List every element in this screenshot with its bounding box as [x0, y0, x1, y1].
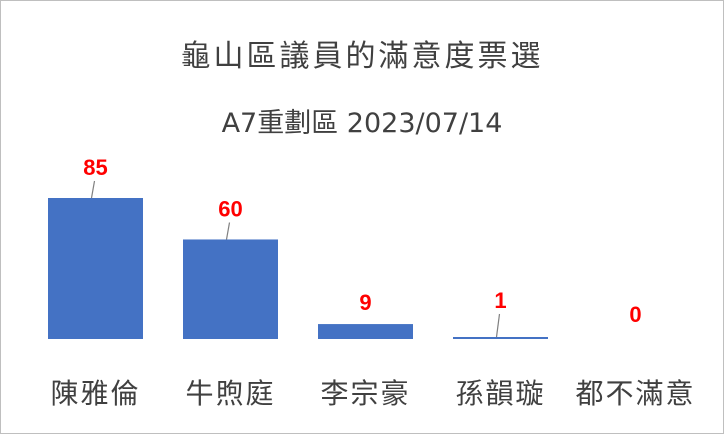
category-label-2: 牛煦庭 — [185, 377, 275, 410]
chart-subtitle: A7重劃區 2023/07/14 — [221, 108, 503, 139]
category-label-4: 孫韻璇 — [455, 377, 545, 410]
bar-1 — [48, 198, 143, 339]
value-label-3: 9 — [359, 290, 371, 315]
leader-line-1 — [90, 180, 96, 199]
bar-4 — [453, 337, 548, 339]
bar-2 — [183, 239, 278, 339]
leader-line-2 — [225, 222, 231, 240]
category-label-3: 李宗豪 — [320, 377, 410, 410]
chart-title: 龜山區議員的滿意度票選 — [180, 39, 544, 74]
value-label-4: 1 — [494, 288, 506, 313]
value-label-1: 85 — [83, 155, 107, 180]
category-label-5: 都不滿意 — [575, 377, 695, 410]
leader-line-4 — [495, 313, 501, 338]
bar-3 — [318, 324, 413, 339]
category-label-1: 陳雅倫 — [50, 377, 140, 410]
value-label-5: 0 — [629, 302, 641, 327]
value-label-2: 60 — [218, 196, 242, 221]
